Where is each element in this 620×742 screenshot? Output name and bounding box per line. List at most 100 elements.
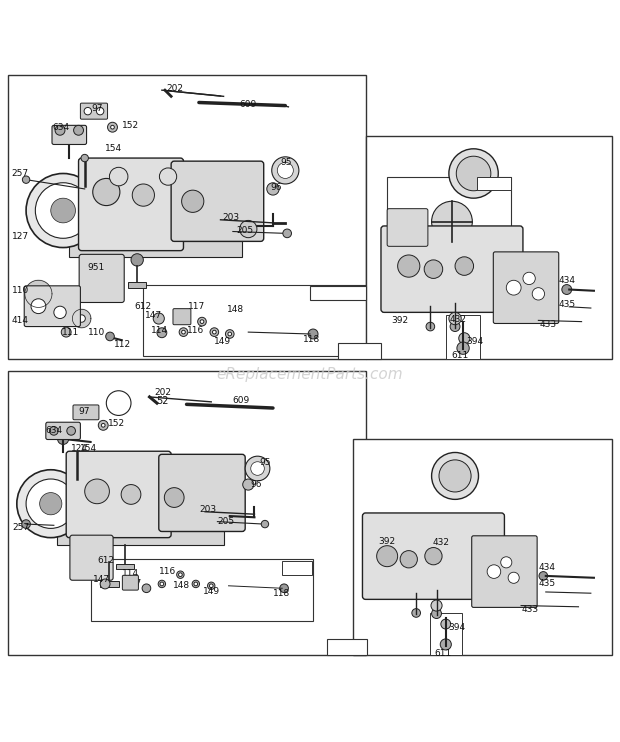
Text: 435: 435 xyxy=(559,301,576,309)
Circle shape xyxy=(61,327,71,337)
FancyBboxPatch shape xyxy=(381,226,523,312)
FancyBboxPatch shape xyxy=(472,536,537,608)
FancyBboxPatch shape xyxy=(46,422,81,439)
Circle shape xyxy=(501,556,512,568)
Text: 96: 96 xyxy=(270,183,281,192)
Text: 95: 95 xyxy=(259,458,271,467)
Text: 202: 202 xyxy=(154,388,172,397)
Circle shape xyxy=(424,260,443,278)
Circle shape xyxy=(228,332,232,336)
Text: 90: 90 xyxy=(353,347,366,356)
Text: 117: 117 xyxy=(125,580,142,588)
Text: 114: 114 xyxy=(151,326,168,335)
Circle shape xyxy=(439,460,471,492)
Circle shape xyxy=(74,125,84,135)
Circle shape xyxy=(105,332,114,341)
Polygon shape xyxy=(73,309,91,328)
Circle shape xyxy=(22,519,30,528)
Circle shape xyxy=(449,312,461,325)
Circle shape xyxy=(532,288,544,300)
Circle shape xyxy=(240,220,257,237)
FancyBboxPatch shape xyxy=(79,255,124,303)
Circle shape xyxy=(208,582,215,589)
Circle shape xyxy=(106,391,131,416)
Circle shape xyxy=(142,584,151,593)
Circle shape xyxy=(40,493,62,515)
Bar xyxy=(366,137,613,358)
Circle shape xyxy=(440,639,451,650)
Circle shape xyxy=(277,162,293,178)
Circle shape xyxy=(67,427,76,436)
Circle shape xyxy=(226,329,234,338)
Text: 414: 414 xyxy=(12,316,29,325)
Circle shape xyxy=(182,330,185,334)
Circle shape xyxy=(432,608,441,619)
Circle shape xyxy=(109,167,128,186)
Circle shape xyxy=(58,433,69,444)
Circle shape xyxy=(210,584,213,588)
Circle shape xyxy=(102,424,105,427)
Text: 611: 611 xyxy=(451,351,469,360)
Text: 205: 205 xyxy=(218,517,234,526)
Circle shape xyxy=(54,306,66,318)
Circle shape xyxy=(508,572,519,583)
Circle shape xyxy=(194,582,198,585)
Text: 152: 152 xyxy=(108,419,125,428)
Circle shape xyxy=(426,322,435,331)
Bar xyxy=(310,286,366,300)
Bar xyxy=(387,177,511,248)
Text: 394: 394 xyxy=(448,623,466,631)
Bar xyxy=(446,315,480,358)
Circle shape xyxy=(131,254,143,266)
Circle shape xyxy=(400,551,417,568)
Circle shape xyxy=(242,479,254,490)
Bar xyxy=(327,640,368,655)
Text: 203: 203 xyxy=(199,505,216,513)
FancyBboxPatch shape xyxy=(81,103,107,119)
FancyBboxPatch shape xyxy=(363,513,505,600)
Circle shape xyxy=(85,479,109,504)
Text: 96: 96 xyxy=(250,480,262,489)
Bar xyxy=(69,241,242,257)
Bar xyxy=(115,564,134,568)
Bar xyxy=(7,75,366,358)
Text: 148: 148 xyxy=(173,581,190,590)
Circle shape xyxy=(507,280,521,295)
Text: 205: 205 xyxy=(236,226,253,235)
Circle shape xyxy=(192,580,200,588)
Text: 90A: 90A xyxy=(337,642,358,652)
Circle shape xyxy=(26,479,76,528)
Circle shape xyxy=(121,485,141,505)
Text: 951: 951 xyxy=(88,263,105,272)
Circle shape xyxy=(272,157,299,184)
Text: 147: 147 xyxy=(93,575,110,584)
Text: 52: 52 xyxy=(156,395,168,406)
Text: 147: 147 xyxy=(144,311,162,320)
Text: 95: 95 xyxy=(280,159,292,168)
Circle shape xyxy=(412,608,420,617)
Text: 394: 394 xyxy=(467,337,484,346)
Text: eReplacementParts.com: eReplacementParts.com xyxy=(216,367,404,381)
Circle shape xyxy=(213,330,216,334)
Text: 111: 111 xyxy=(62,328,79,337)
Bar xyxy=(338,344,381,358)
Text: 634A: 634A xyxy=(394,237,418,246)
Circle shape xyxy=(84,108,92,115)
Polygon shape xyxy=(25,280,52,307)
Bar xyxy=(282,561,312,575)
Text: 97: 97 xyxy=(91,104,102,113)
Circle shape xyxy=(55,125,65,135)
Text: 110: 110 xyxy=(88,328,105,337)
Text: 433: 433 xyxy=(539,320,557,329)
Circle shape xyxy=(179,328,188,336)
Text: 112: 112 xyxy=(113,340,131,349)
Bar xyxy=(7,371,366,655)
Circle shape xyxy=(283,229,291,237)
Bar xyxy=(353,439,613,655)
Circle shape xyxy=(17,470,85,538)
Circle shape xyxy=(425,548,442,565)
Text: 634: 634 xyxy=(53,122,69,131)
Circle shape xyxy=(250,462,264,476)
FancyBboxPatch shape xyxy=(70,535,113,580)
Circle shape xyxy=(456,157,491,191)
